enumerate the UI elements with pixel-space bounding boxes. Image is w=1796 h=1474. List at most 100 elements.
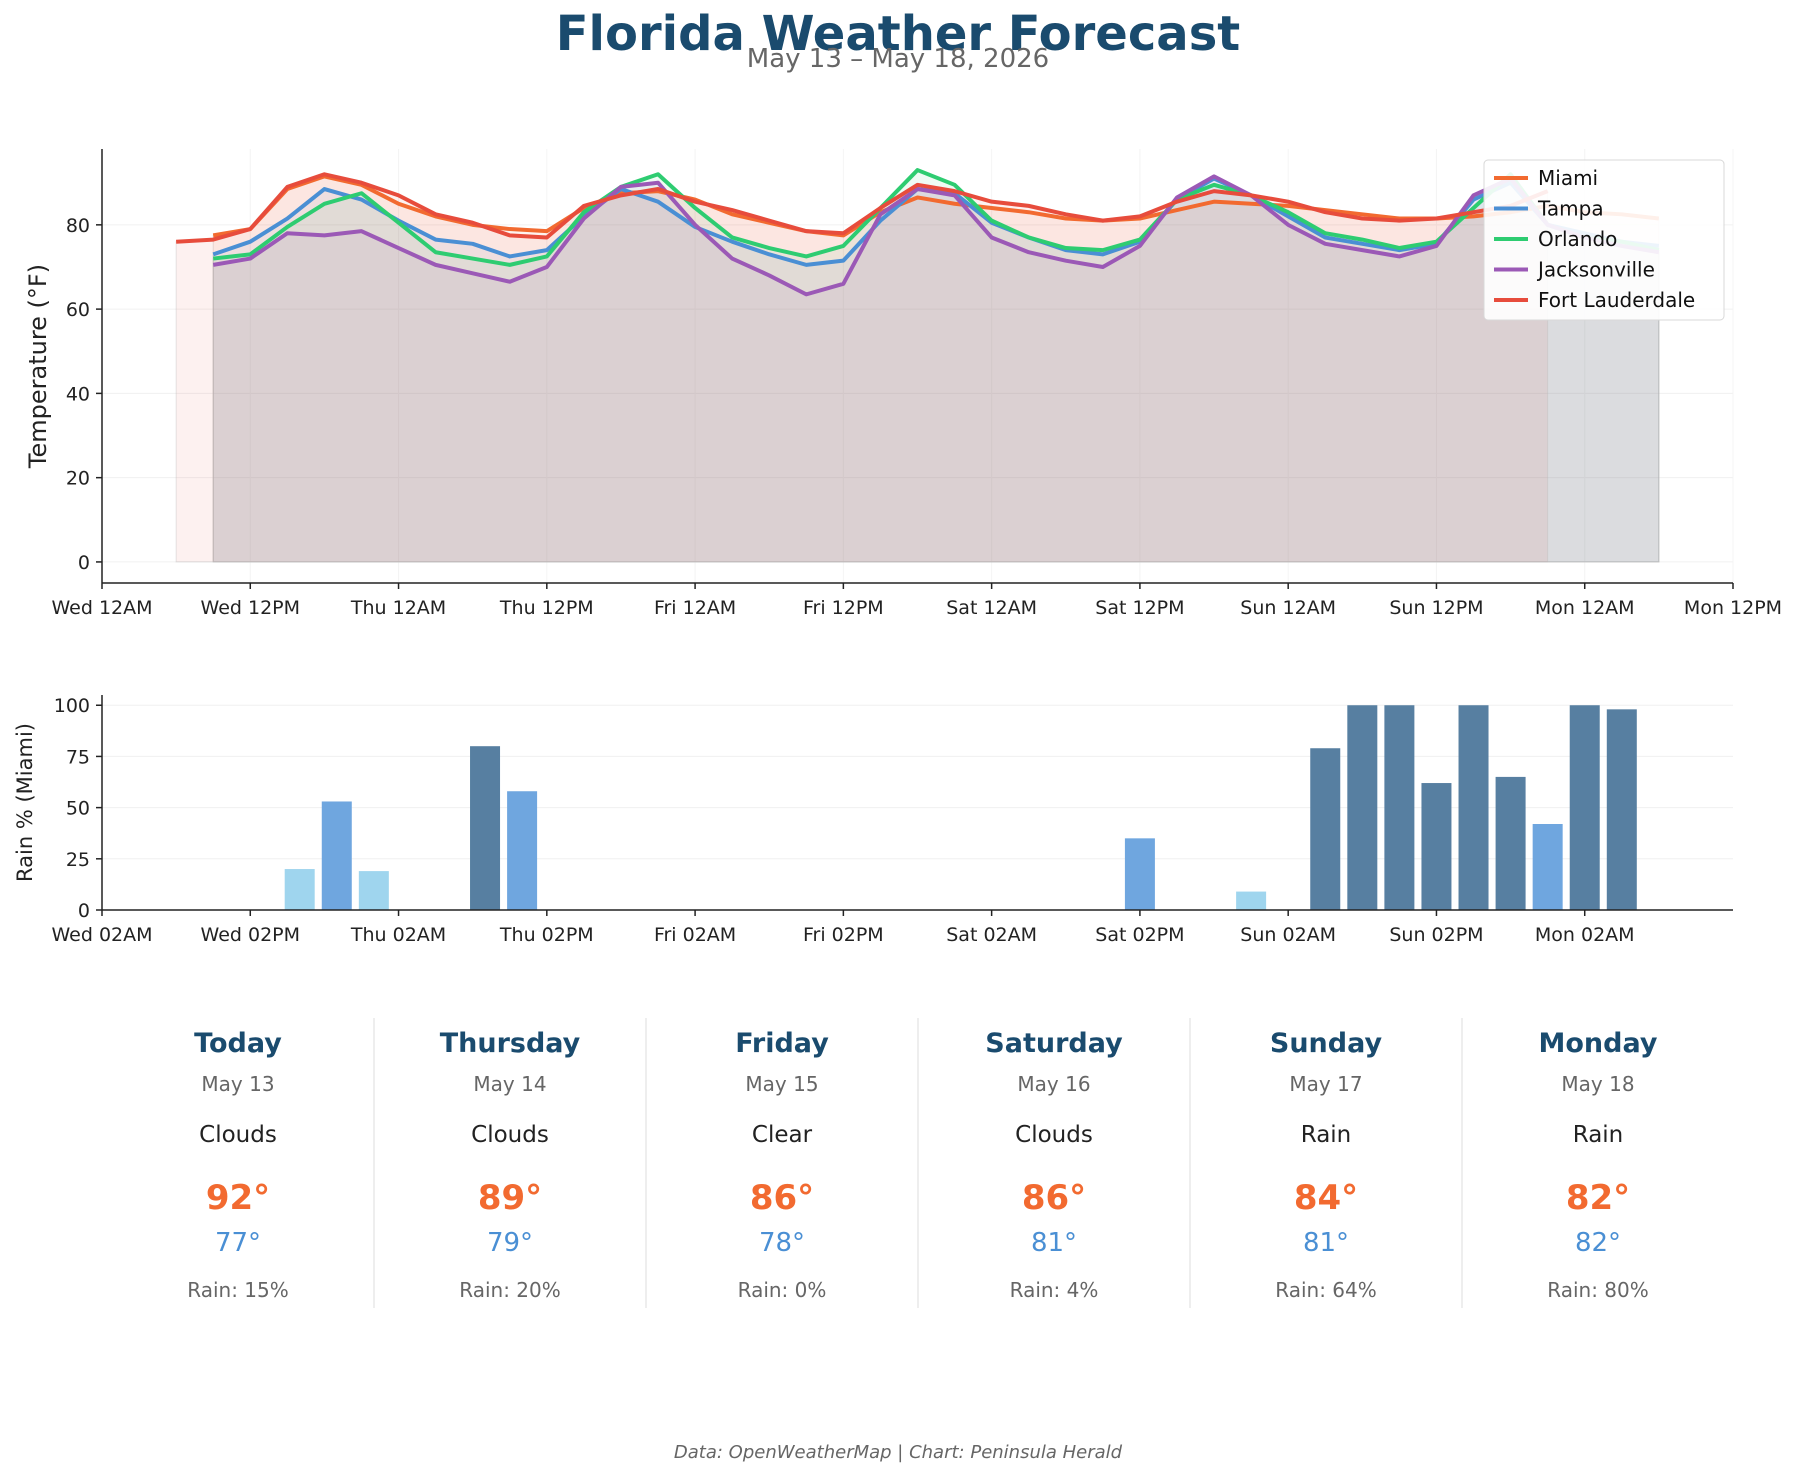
forecast-rain-chance: Rain: 15%	[187, 1278, 289, 1302]
temp-line-jacksonville	[212, 174, 1660, 297]
rain-x-tick-label: Sat 02PM	[1095, 924, 1184, 946]
forecast-day: Sunday	[1269, 1028, 1383, 1059]
temp-x-tick-label: Sat 12AM	[946, 597, 1037, 619]
forecast-rain-chance: Rain: 20%	[459, 1278, 561, 1302]
forecast-divider	[1461, 1018, 1463, 1308]
temp-line-orlando	[212, 168, 1660, 267]
rain-bar	[1569, 705, 1600, 910]
rain-y-tick-label: 100	[54, 695, 90, 717]
rain-bar	[358, 871, 389, 910]
temp-x-tick-label: Mon 12AM	[1535, 597, 1635, 619]
rain-x-tick-label: Thu 02AM	[350, 924, 446, 946]
rain-y-tick-label: 25	[66, 849, 90, 871]
forecast-divider	[373, 1018, 375, 1308]
chart-title: Florida Weather Forecast	[555, 6, 1241, 62]
forecast-high-temp: 89°	[477, 1178, 543, 1218]
temp-x-tick-label: Fri 12AM	[654, 597, 736, 619]
forecast-card: Saturday May 16 Clouds 86° 81° Rain: 4%	[918, 1018, 1190, 1308]
forecast-high-temp: 84°	[1293, 1178, 1359, 1218]
forecast-day: Monday	[1538, 1028, 1658, 1059]
temperature-chart: 0 20 40 60 80 Wed 12AM Wed 12PM Thu 12AM Thu 12P…	[24, 149, 1782, 619]
rain-x-tick-label: Wed 02AM	[51, 924, 152, 946]
forecast-low-temp: 77°	[214, 1228, 262, 1258]
rain-x-tick-label: Thu 02PM	[499, 924, 594, 946]
rain-bar	[1124, 838, 1155, 910]
temp-x-tick-label: Sat 12PM	[1095, 597, 1184, 619]
rain-bar	[321, 801, 352, 910]
forecast-date: May 15	[745, 1072, 819, 1096]
temp-y-tick-label: 40	[66, 383, 90, 405]
rain-bar	[1532, 824, 1563, 910]
temp-y-axis-label: Temperature (°F)	[24, 264, 52, 469]
rain-y-tick-label: 0	[78, 900, 90, 922]
temp-legend: Miami Tampa Orlando Jacksonville Fort Lauder…	[1483, 159, 1725, 321]
rain-bar	[1495, 776, 1526, 910]
temp-areas	[175, 169, 1660, 563]
forecast-day: Today	[194, 1028, 282, 1059]
chart-subtitle: May 13 – May 18, 2026	[746, 44, 1050, 74]
forecast-low-temp: 82°	[1574, 1228, 1622, 1258]
forecast-rain-chance: Rain: 64%	[1275, 1278, 1377, 1302]
daily-forecast-cards: Today May 13 Clouds 92° 77° Rain: 15% Thursday…	[102, 1018, 1734, 1308]
rain-y-axis-label: Rain % (Miami)	[13, 723, 37, 882]
forecast-date: May 14	[473, 1072, 547, 1096]
temp-y-tick-label: 0	[78, 552, 90, 574]
forecast-condition: Clouds	[471, 1122, 549, 1148]
forecast-high-temp: 82°	[1565, 1178, 1631, 1218]
rain-bar	[1421, 783, 1452, 910]
data-source-footer: Data: OpenWeatherMap | Chart: Peninsula …	[673, 1442, 1123, 1463]
temp-x-tick-label: Wed 12PM	[201, 597, 301, 619]
temp-x-tick-label: Thu 12PM	[499, 597, 594, 619]
temp-area-fort-lauderdale	[175, 173, 1549, 563]
rain-bar	[1310, 748, 1341, 910]
temp-x-tick-label: Sun 12AM	[1240, 597, 1336, 619]
temp-legend-label: Jacksonville	[1536, 258, 1655, 282]
rain-x-tick-label: Sat 02AM	[946, 924, 1037, 946]
temp-legend-label: Tampa	[1537, 197, 1604, 221]
forecast-low-temp: 81°	[1302, 1228, 1350, 1258]
temp-x-tick-label: Sun 12PM	[1389, 597, 1483, 619]
forecast-condition: Clouds	[199, 1122, 277, 1148]
forecast-card: Monday May 18 Rain 82° 82° Rain: 80%	[1462, 1018, 1734, 1308]
forecast-date: May 18	[1561, 1072, 1635, 1096]
temp-x-tick-label: Mon 12PM	[1684, 597, 1782, 619]
rain-x-tick-label: Sun 02AM	[1240, 924, 1336, 946]
forecast-day: Friday	[735, 1028, 829, 1059]
rain-y-tick-label: 50	[66, 798, 90, 820]
temp-legend-box	[1483, 159, 1725, 321]
rain-bar	[1606, 709, 1637, 910]
rain-x-tick-label: Mon 02AM	[1535, 924, 1635, 946]
rain-bar	[1384, 705, 1415, 910]
temp-x-tick-label: Thu 12AM	[350, 597, 446, 619]
forecast-day: Saturday	[985, 1028, 1123, 1059]
temp-legend-label: Fort Lauderdale	[1538, 288, 1695, 312]
forecast-card: Sunday May 17 Rain 84° 81° Rain: 64%	[1190, 1018, 1462, 1308]
rain-bar	[1458, 705, 1489, 910]
forecast-divider	[917, 1018, 919, 1308]
temp-y-tick-label: 60	[66, 299, 90, 321]
rain-bar	[284, 869, 315, 910]
temp-lines	[176, 168, 1660, 297]
temp-legend-label: Miami	[1538, 166, 1598, 190]
temp-line-fort-lauderdale	[176, 172, 1549, 244]
rain-chart: 0 25 50 75 100 Wed 02AM Wed 02PM Thu 02AM Thu 02…	[13, 695, 1733, 946]
forecast-high-temp: 92°	[205, 1178, 271, 1218]
rain-bar	[1347, 705, 1378, 910]
forecast-high-temp: 86°	[1021, 1178, 1087, 1218]
forecast-divider	[645, 1018, 647, 1308]
rain-x-tick-label: Wed 02PM	[201, 924, 301, 946]
forecast-low-temp: 78°	[758, 1228, 806, 1258]
forecast-date: May 17	[1289, 1072, 1363, 1096]
forecast-condition: Clear	[751, 1122, 813, 1148]
rain-x-tick-label: Fri 02PM	[803, 924, 884, 946]
forecast-card: Today May 13 Clouds 92° 77° Rain: 15%	[102, 1018, 374, 1308]
rain-bar	[470, 746, 501, 910]
rain-bar	[507, 791, 538, 910]
forecast-low-temp: 81°	[1030, 1228, 1078, 1258]
temp-legend-label: Orlando	[1538, 227, 1617, 251]
temp-x-tick-label: Fri 12PM	[803, 597, 884, 619]
forecast-day: Thursday	[439, 1028, 581, 1059]
forecast-date: May 16	[1017, 1072, 1091, 1096]
forecast-rain-chance: Rain: 80%	[1547, 1278, 1649, 1302]
forecast-rain-chance: Rain: 0%	[737, 1278, 827, 1302]
